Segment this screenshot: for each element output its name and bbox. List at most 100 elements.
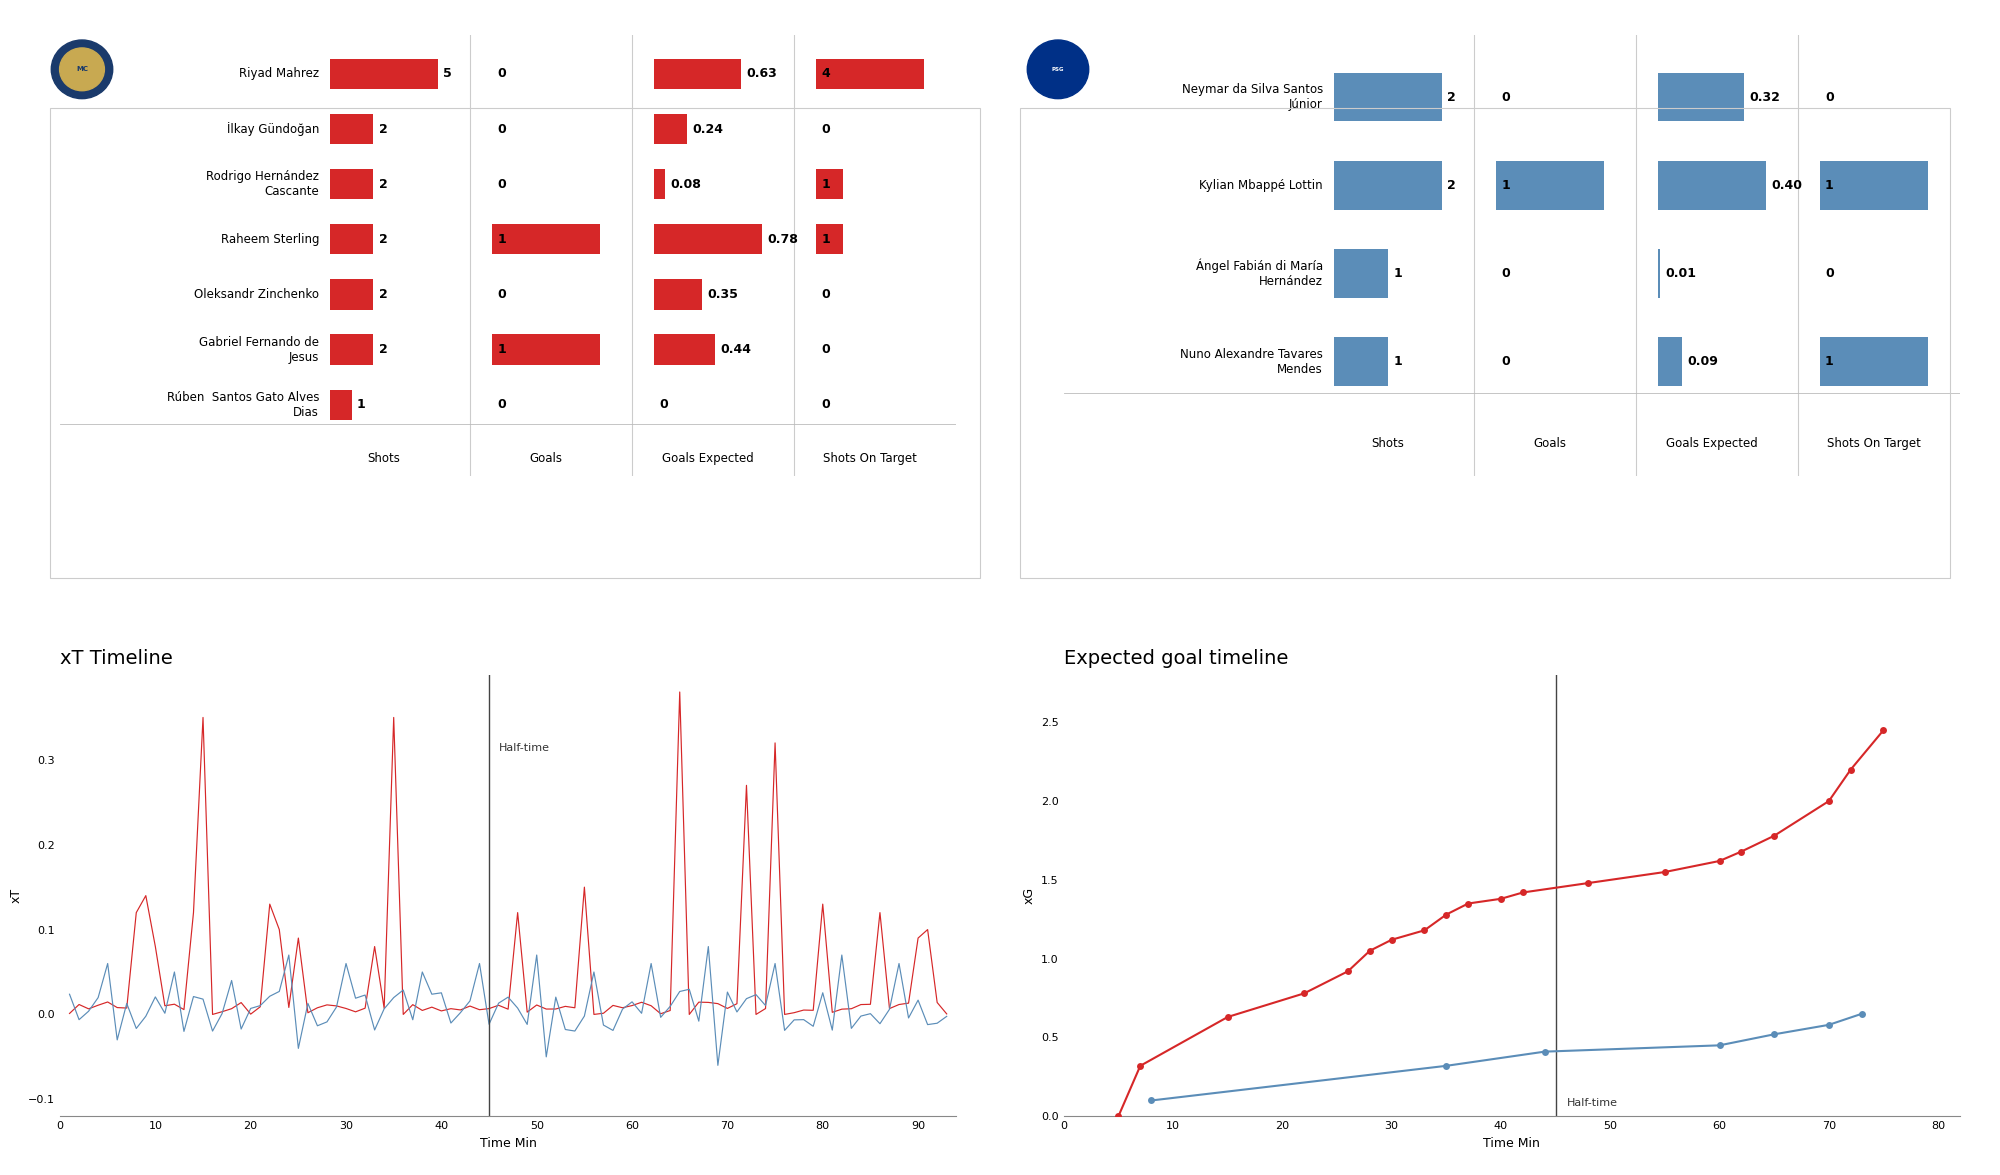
Bar	[1658, 161, 1766, 209]
Text: Goals: Goals	[1534, 437, 1566, 450]
Circle shape	[60, 48, 104, 90]
Text: Rodrigo Hernández
Cascante: Rodrigo Hernández Cascante	[206, 170, 320, 199]
Text: 0: 0	[498, 67, 506, 80]
Text: 0.32: 0.32	[1750, 90, 1780, 103]
Text: 2: 2	[1448, 179, 1456, 192]
Bar	[1334, 337, 1388, 387]
Bar	[654, 169, 664, 200]
Text: 1: 1	[1502, 179, 1510, 192]
Bar	[330, 280, 374, 310]
Text: Shots On Target: Shots On Target	[1826, 437, 1920, 450]
Text: 0: 0	[1502, 355, 1510, 368]
Bar	[330, 224, 374, 255]
Text: 0.44: 0.44	[720, 343, 752, 356]
Text: 1: 1	[498, 233, 506, 246]
Text: Ángel Fabián di María
Hernández: Ángel Fabián di María Hernández	[1196, 258, 1322, 288]
Text: 2: 2	[378, 233, 388, 246]
Text: xT Timeline: xT Timeline	[60, 649, 172, 667]
Bar	[1334, 249, 1388, 297]
Text: Expected goal timeline: Expected goal timeline	[1064, 649, 1288, 667]
Text: 4: 4	[822, 67, 830, 80]
Bar	[492, 224, 600, 255]
Text: MC: MC	[76, 66, 88, 73]
X-axis label: Time Min: Time Min	[480, 1136, 536, 1149]
Bar	[816, 169, 842, 200]
Bar	[654, 280, 702, 310]
Text: 1: 1	[1394, 267, 1402, 280]
Bar	[330, 169, 374, 200]
Text: 2: 2	[1448, 90, 1456, 103]
Text: 0: 0	[498, 177, 506, 190]
Text: 2: 2	[378, 177, 388, 190]
Bar	[330, 335, 374, 364]
Text: 0: 0	[498, 398, 506, 411]
Text: 2: 2	[378, 343, 388, 356]
Text: Goals Expected: Goals Expected	[1666, 437, 1758, 450]
Bar	[654, 114, 688, 145]
Bar	[654, 59, 742, 89]
Bar	[654, 224, 762, 255]
Bar	[330, 390, 352, 419]
Text: 1: 1	[1826, 179, 1834, 192]
Bar	[1334, 73, 1442, 121]
Text: Neymar da Silva Santos
Júnior: Neymar da Silva Santos Júnior	[1182, 83, 1322, 110]
Bar	[1658, 337, 1682, 387]
Text: 1: 1	[1826, 355, 1834, 368]
Text: 2: 2	[378, 288, 388, 301]
Text: 1: 1	[498, 343, 506, 356]
Y-axis label: xT: xT	[10, 888, 22, 904]
Text: Half-time: Half-time	[498, 743, 550, 753]
Text: Kylian Mbappé Lottin: Kylian Mbappé Lottin	[1200, 179, 1322, 192]
Text: 0: 0	[1502, 90, 1510, 103]
Text: Raheem Sterling: Raheem Sterling	[220, 233, 320, 246]
Text: Shots: Shots	[1372, 437, 1404, 450]
Text: 1: 1	[356, 398, 366, 411]
Bar	[816, 59, 924, 89]
Text: Goals: Goals	[530, 451, 562, 464]
Text: Nuno Alexandre Tavares
Mendes: Nuno Alexandre Tavares Mendes	[1180, 348, 1322, 376]
Text: 0: 0	[822, 343, 830, 356]
Text: 0.78: 0.78	[768, 233, 798, 246]
Bar	[816, 224, 842, 255]
Bar	[654, 335, 714, 364]
Text: 0.35: 0.35	[708, 288, 738, 301]
Bar	[1658, 73, 1744, 121]
Text: 0.09: 0.09	[1688, 355, 1718, 368]
Text: Riyad Mahrez: Riyad Mahrez	[240, 67, 320, 80]
Bar	[330, 59, 438, 89]
Bar	[1820, 161, 1928, 209]
Text: 0: 0	[822, 288, 830, 301]
Text: 0.08: 0.08	[670, 177, 702, 190]
Text: 0.40: 0.40	[1772, 179, 1802, 192]
Text: Rúben  Santos Gato Alves
Dias: Rúben Santos Gato Alves Dias	[166, 391, 320, 418]
Text: PSG: PSG	[1052, 67, 1064, 72]
Bar	[1334, 161, 1442, 209]
Text: İlkay Gündoğan: İlkay Gündoğan	[226, 122, 320, 136]
Text: 2: 2	[378, 122, 388, 135]
Text: 5: 5	[444, 67, 452, 80]
Text: 0: 0	[822, 122, 830, 135]
Text: 0.01: 0.01	[1666, 267, 1696, 280]
Text: 1: 1	[1394, 355, 1402, 368]
Y-axis label: xG: xG	[1022, 887, 1036, 905]
Bar	[330, 114, 374, 145]
Text: Goals Expected: Goals Expected	[662, 451, 754, 464]
Text: 0: 0	[498, 122, 506, 135]
Bar	[1496, 161, 1604, 209]
Text: Half-time: Half-time	[1566, 1099, 1618, 1108]
Text: 0: 0	[498, 288, 506, 301]
Text: 1: 1	[822, 233, 830, 246]
Text: Shots: Shots	[368, 451, 400, 464]
Bar	[492, 335, 600, 364]
Text: 0: 0	[1826, 267, 1834, 280]
Circle shape	[1028, 40, 1088, 99]
Text: 0: 0	[1826, 90, 1834, 103]
Text: Gabriel Fernando de
Jesus: Gabriel Fernando de Jesus	[200, 336, 320, 363]
Text: 1: 1	[822, 177, 830, 190]
Bar	[1820, 337, 1928, 387]
Text: 0: 0	[1502, 267, 1510, 280]
Text: 0: 0	[660, 398, 668, 411]
Bar	[1658, 249, 1660, 297]
X-axis label: Time Min: Time Min	[1484, 1136, 1540, 1149]
Text: 0.24: 0.24	[692, 122, 724, 135]
